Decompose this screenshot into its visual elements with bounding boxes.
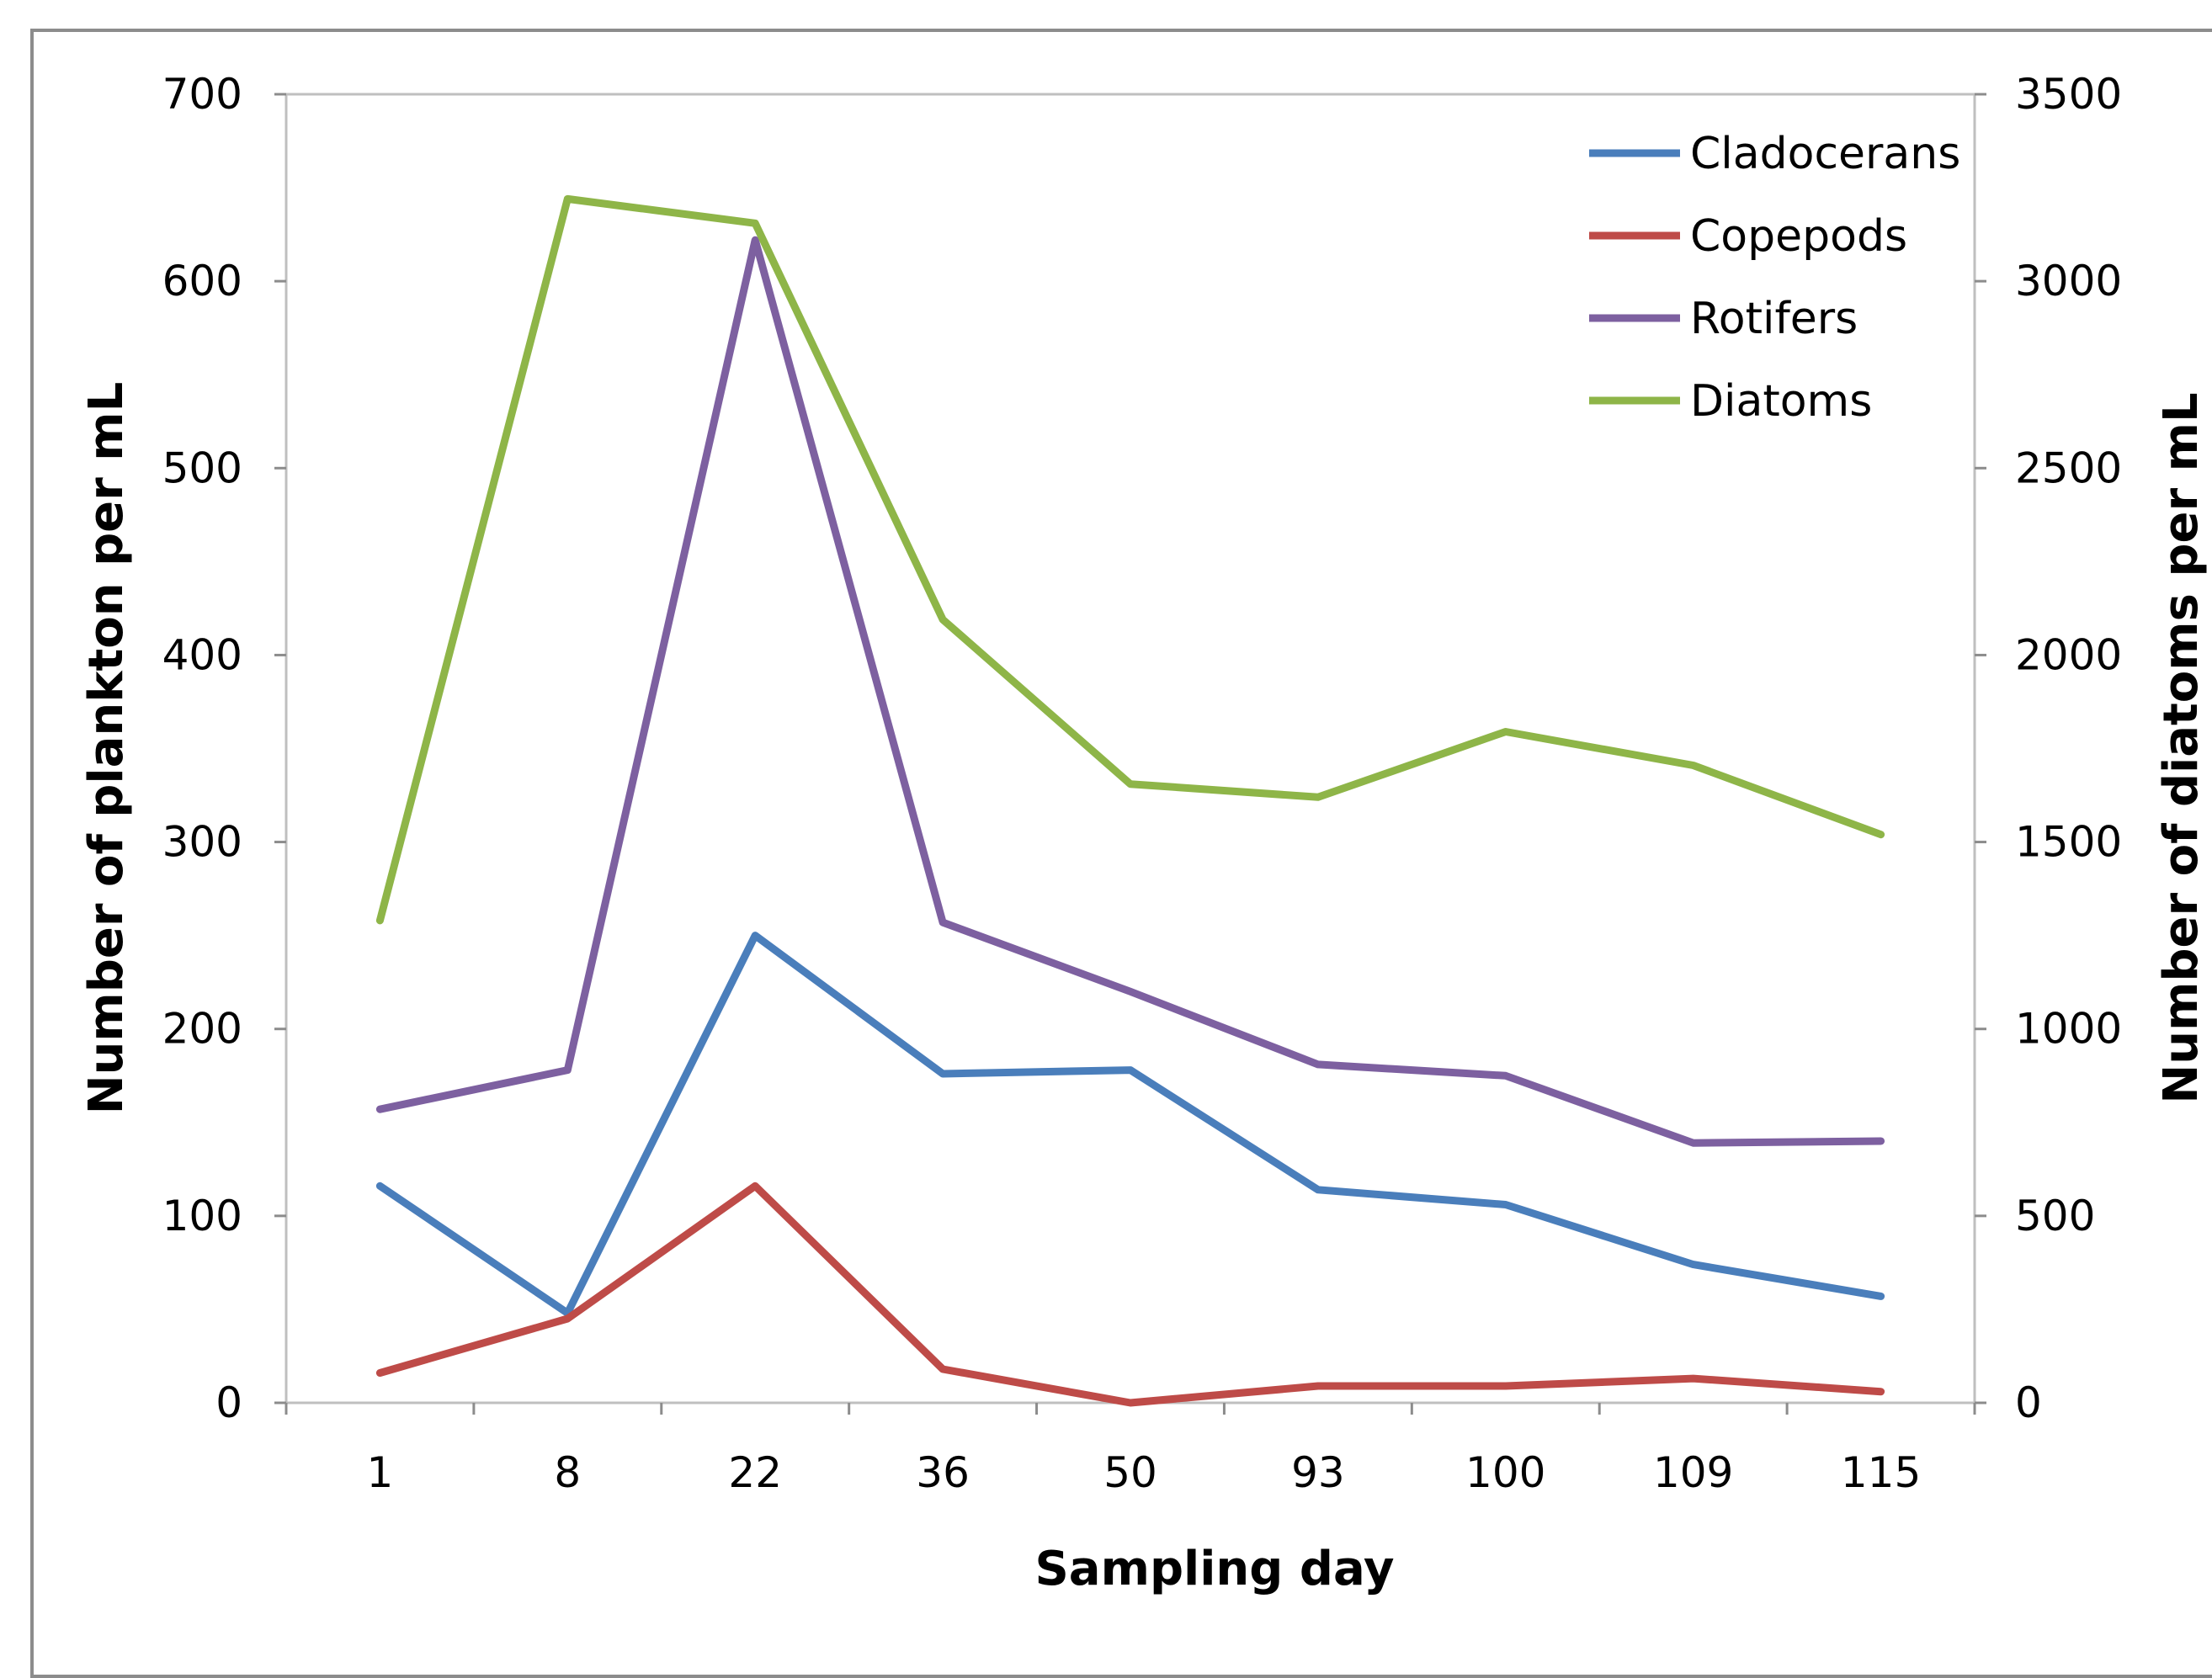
y2-tick-label: 2500	[2015, 443, 2122, 492]
y2-tick-label: 1500	[2015, 818, 2122, 867]
series-line-cladocerans	[375, 932, 1885, 1317]
plot-area	[284, 93, 1976, 1405]
y-tick-label: 700	[162, 70, 242, 119]
y2-tick-label: 3000	[2015, 257, 2122, 305]
series-line-diatoms	[375, 194, 1885, 925]
x-tick-label: 8	[554, 1448, 581, 1497]
y2-tick-label: 1000	[2015, 1005, 2122, 1054]
y2-axis-title: Number of diatoms per mL	[2154, 392, 2209, 1103]
line-chart: 0 100 200 300 400 500 600 700 0 500 1000 1500 2000 2…	[79, 70, 2209, 1596]
y-tick-label: 300	[162, 818, 242, 867]
x-tick-label: 109	[1653, 1448, 1733, 1497]
y-tick-label: 400	[162, 630, 242, 679]
right-y-axis: 0 500 1000 1500 2000 2500 3000 3500	[1975, 70, 2122, 1427]
x-axis-title: Sampling day	[1034, 1542, 1394, 1596]
series-line-copepods	[375, 1182, 1885, 1407]
x-tick-label: 100	[1465, 1448, 1545, 1497]
x-axis: 1 8 22 36 50 93 100 109 115	[284, 1403, 1976, 1497]
legend-label-diatoms: Diatoms	[1690, 376, 1872, 427]
legend-label-rotifers: Rotifers	[1690, 294, 1858, 344]
x-tick-label: 36	[916, 1448, 970, 1497]
x-tick-label: 22	[728, 1448, 782, 1497]
legend: Cladocerans Copepods Rotifers Diatoms	[1589, 129, 1960, 427]
legend-label-copepods: Copepods	[1690, 211, 1907, 262]
left-y-axis: 0 100 200 300 400 500 600 700	[162, 70, 286, 1427]
legend-label-cladocerans: Cladocerans	[1690, 129, 1960, 179]
series-lines	[375, 194, 1885, 1407]
y-axis-title: Number of plankton per mL	[79, 382, 134, 1115]
y-tick-label: 0	[215, 1378, 242, 1427]
x-tick-label: 115	[1841, 1448, 1921, 1497]
y-tick-label: 600	[162, 257, 242, 305]
x-tick-label: 1	[367, 1448, 394, 1497]
y-tick-label: 500	[162, 443, 242, 492]
y2-tick-label: 2000	[2015, 630, 2122, 679]
x-tick-label: 93	[1291, 1448, 1345, 1497]
y-tick-label: 100	[162, 1192, 242, 1240]
y2-tick-label: 500	[2015, 1192, 2095, 1240]
y2-tick-label: 0	[2015, 1378, 2042, 1427]
y-tick-label: 200	[162, 1005, 242, 1054]
series-line-rotifers	[375, 236, 1885, 1147]
y2-tick-label: 3500	[2015, 70, 2122, 119]
x-tick-label: 50	[1103, 1448, 1157, 1497]
